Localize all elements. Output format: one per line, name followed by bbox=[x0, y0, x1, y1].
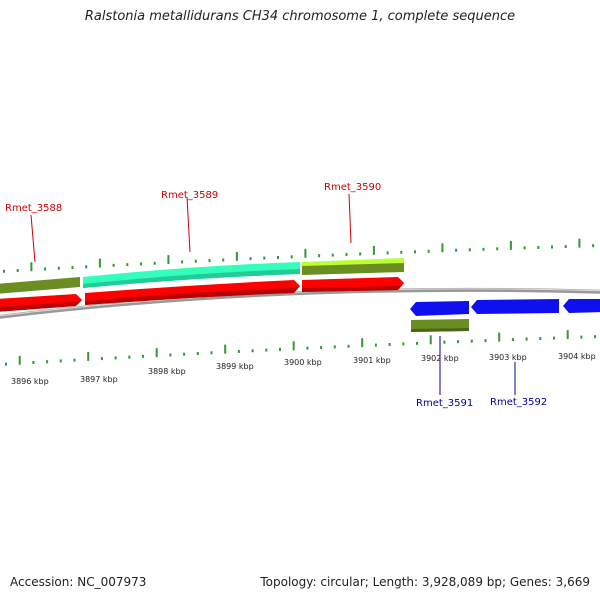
map-title: Ralstonia metallidurans CH34 chromosome … bbox=[84, 9, 516, 24]
gene-label-3591: Rmet_3591 bbox=[416, 398, 473, 409]
cds-arrow-3591 bbox=[410, 301, 469, 316]
scale-label-3897: 3897 kbp bbox=[80, 375, 118, 384]
gene-label-3592: Rmet_3592 bbox=[490, 397, 547, 408]
genome-stats-text: Topology: circular; Length: 3,928,089 bp… bbox=[260, 575, 590, 589]
cds-arrow-3588-shade bbox=[0, 300, 82, 312]
cds-arrow-3590-shade bbox=[302, 283, 404, 292]
gene-bar-3588 bbox=[0, 277, 80, 294]
leader-line-3588 bbox=[30, 214, 36, 263]
scale-label-3896: 3896 kbp bbox=[11, 377, 49, 386]
scale-label-3900: 3900 kbp bbox=[284, 358, 322, 367]
scale-label-3902: 3902 kbp bbox=[421, 354, 459, 363]
gene-bar-3589-shade bbox=[83, 269, 300, 288]
scale-label-3903: 3903 kbp bbox=[489, 353, 527, 362]
gene-label-3588: Rmet_3588 bbox=[5, 203, 62, 214]
inner-tick-marks bbox=[5, 330, 597, 366]
scale-label-3904: 3904 kbp bbox=[558, 352, 596, 361]
leader-line-3590 bbox=[348, 193, 352, 244]
cds-arrow-3589-shade bbox=[85, 286, 300, 305]
accession-text: Accession: NC_007973 bbox=[10, 575, 147, 589]
gene-label-3589: Rmet_3589 bbox=[161, 190, 218, 201]
scale-label-3898: 3898 kbp bbox=[148, 367, 186, 376]
cds-arrow-3592 bbox=[471, 299, 559, 314]
leader-line-3589 bbox=[186, 196, 191, 253]
scale-label-3899: 3899 kbp bbox=[216, 362, 254, 371]
gene-bar-3591-shade bbox=[411, 328, 469, 332]
cds-arrow-3593 bbox=[563, 299, 600, 313]
gene-bar-3590-olive bbox=[302, 263, 404, 275]
scale-label-3901: 3901 kbp bbox=[353, 356, 391, 365]
outer-tick-marks bbox=[3, 238, 595, 273]
genome-backbone bbox=[0, 287, 600, 319]
gene-label-3590: Rmet_3590 bbox=[324, 182, 381, 193]
